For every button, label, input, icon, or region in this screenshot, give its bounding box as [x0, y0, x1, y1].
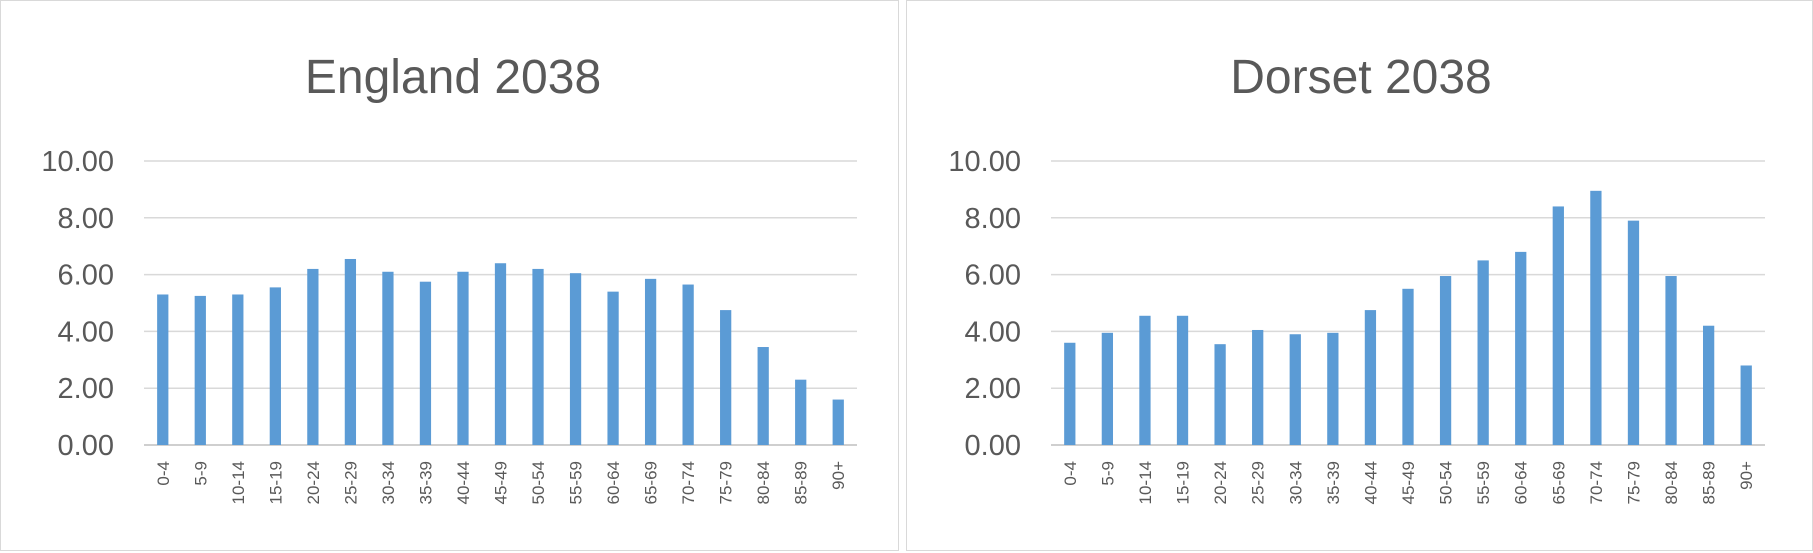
x-tick-label: 0-4: [1061, 461, 1080, 486]
y-tick-label: 0.00: [965, 430, 1021, 462]
x-tick-label: 25-29: [1249, 461, 1268, 504]
bar: [1101, 332, 1114, 445]
bar: [1627, 220, 1640, 445]
bar: [157, 294, 169, 445]
x-tick-label: 15-19: [266, 461, 285, 504]
chart-title: England 2038: [305, 51, 601, 104]
x-tick-label: 20-24: [1211, 461, 1230, 504]
y-tick-label: 6.00: [965, 260, 1021, 292]
bar: [1477, 260, 1489, 445]
bar: [269, 287, 281, 445]
y-tick-label: 4.00: [58, 316, 114, 348]
bar: [494, 263, 507, 445]
chart-title: Dorset 2038: [1230, 51, 1492, 104]
x-tick-label: 70-74: [1587, 461, 1606, 504]
bar: [757, 347, 769, 445]
bar: [344, 258, 357, 445]
bar: [1740, 365, 1752, 445]
y-tick-label: 10.00: [948, 146, 1021, 178]
bar: [307, 268, 319, 445]
x-tick-label: 60-64: [604, 461, 623, 504]
x-tick-label: 75-79: [1624, 461, 1643, 504]
bar: [1214, 344, 1226, 445]
chart-dorset: Dorset 2038 0.00 2.00 4.00 6.00 8.00 10.00 0-4…: [948, 51, 1765, 504]
x-tick-label: 55-59: [567, 461, 586, 504]
bar: [569, 273, 582, 445]
x-tick-label: 85-89: [1700, 461, 1719, 504]
bar: [419, 281, 432, 445]
bar: [1064, 342, 1076, 445]
chart-england: England 2038 0.00 2.00 4.00 6.00 8.00 10.00 0-…: [41, 51, 857, 504]
bar: [1364, 310, 1377, 445]
bar: [1439, 276, 1452, 445]
x-tick-label: 35-39: [416, 461, 435, 504]
y-tick-label: 0.00: [58, 430, 114, 462]
bar: [1139, 315, 1151, 445]
x-tick-label: 40-44: [454, 461, 473, 504]
x-tick-label: 70-74: [679, 461, 698, 504]
x-tick-label: 25-29: [341, 461, 360, 504]
bar: [1289, 334, 1301, 445]
bar: [382, 271, 394, 445]
y-tick-label: 6.00: [58, 260, 114, 292]
bar: [1515, 251, 1527, 445]
bar: [532, 268, 544, 445]
x-tick-label: 80-84: [1662, 461, 1681, 504]
x-tick-label: 65-69: [1549, 461, 1568, 504]
bar: [232, 294, 244, 445]
bar: [1252, 329, 1264, 445]
x-tick-label: 60-64: [1512, 461, 1531, 504]
x-tick-label: 0-4: [154, 461, 173, 486]
x-tick-label: 85-89: [792, 461, 811, 504]
bar: [832, 399, 844, 445]
x-tick-label: 45-49: [1399, 461, 1418, 504]
x-tick-label: 40-44: [1361, 461, 1380, 504]
y-tick-label: 4.00: [965, 316, 1021, 348]
x-tick-label: 75-79: [717, 461, 736, 504]
bar: [1590, 190, 1602, 445]
y-tick-label: 2.00: [965, 373, 1021, 405]
x-tick-label: 10-14: [229, 461, 248, 504]
bar: [720, 310, 732, 445]
bar: [1327, 332, 1339, 445]
chart-panel-dorset: Dorset 2038 0.00 2.00 4.00 6.00 8.00 10.00 0-4…: [906, 0, 1813, 551]
bar: [1402, 288, 1414, 445]
bar: [644, 278, 657, 445]
bar: [607, 291, 619, 445]
bar: [1665, 276, 1677, 445]
bar: [795, 379, 807, 445]
bar: [1702, 325, 1715, 445]
x-tick-label: 90+: [829, 461, 848, 490]
bar: [1176, 315, 1189, 445]
x-tick-label: 30-34: [379, 461, 398, 504]
x-tick-label: 30-34: [1286, 461, 1305, 504]
bar: [457, 271, 469, 445]
bar: [194, 295, 206, 445]
x-tick-label: 45-49: [492, 461, 511, 504]
bar: [1552, 206, 1564, 445]
x-tick-label: 15-19: [1174, 461, 1193, 504]
chart-panel-england: England 2038 0.00 2.00 4.00 6.00 8.00 10.00 0-…: [0, 0, 899, 551]
x-tick-label: 65-69: [642, 461, 661, 504]
y-tick-label: 10.00: [41, 146, 114, 178]
x-tick-label: 50-54: [529, 461, 548, 504]
bar: [682, 284, 694, 445]
x-tick-label: 35-39: [1324, 461, 1343, 504]
y-tick-label: 8.00: [58, 203, 114, 235]
x-tick-label: 80-84: [754, 461, 773, 504]
y-tick-label: 2.00: [58, 373, 114, 405]
x-tick-label: 5-9: [191, 461, 210, 486]
y-tick-label: 8.00: [965, 203, 1021, 235]
x-tick-label: 55-59: [1474, 461, 1493, 504]
x-tick-label: 5-9: [1098, 461, 1117, 486]
x-tick-label: 90+: [1737, 461, 1756, 490]
x-tick-label: 20-24: [304, 461, 323, 504]
x-tick-label: 50-54: [1437, 461, 1456, 504]
x-tick-label: 10-14: [1136, 461, 1155, 504]
